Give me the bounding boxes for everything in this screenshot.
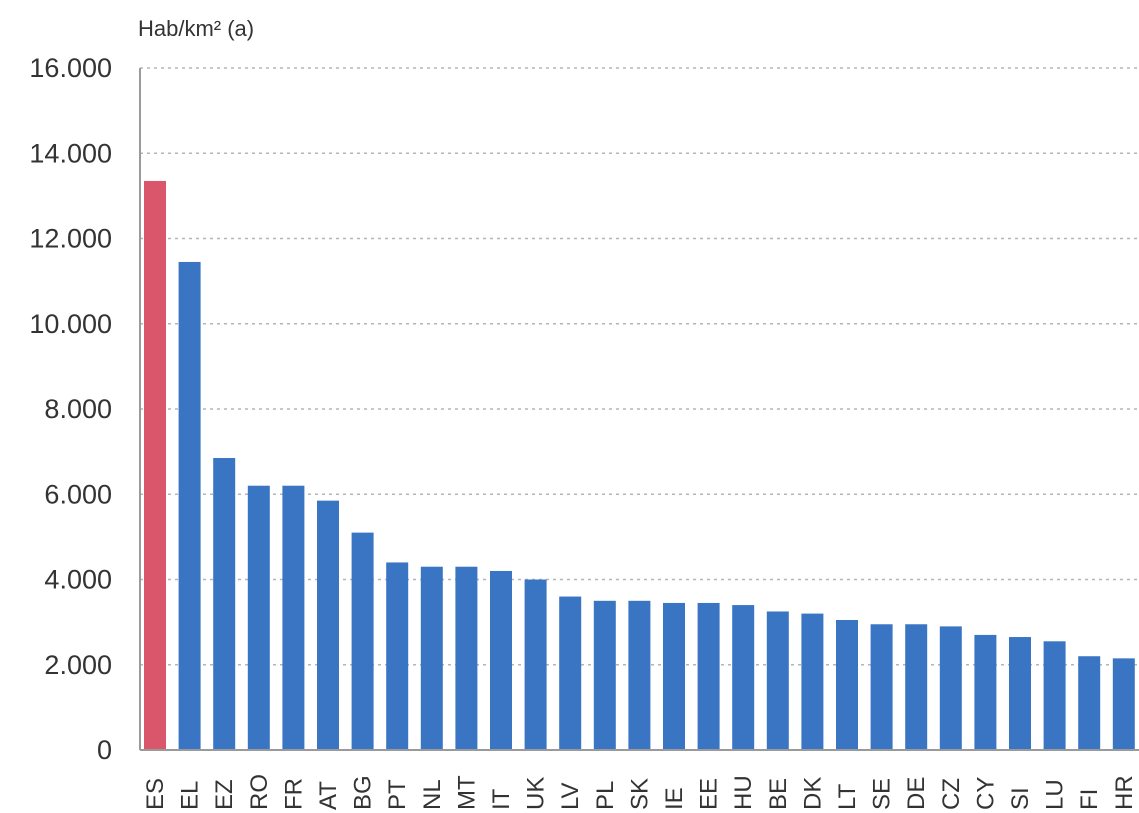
y-tick-label: 12.000 [29, 224, 112, 254]
bar-si [1009, 637, 1031, 750]
x-category-label: PT [384, 779, 411, 810]
x-category-label: EE [696, 778, 723, 810]
y-tick-label: 4.000 [44, 565, 112, 595]
bar-cz [939, 626, 962, 750]
x-category-label: BG [350, 775, 377, 810]
bar-fr [282, 485, 305, 750]
bar-bg [351, 532, 374, 750]
bar-ez [213, 458, 236, 750]
x-category-label: CZ [938, 778, 965, 810]
bar-lv [559, 596, 582, 750]
x-category-label: AT [315, 781, 342, 810]
x-category-label: SE [869, 778, 896, 810]
bar-at [317, 500, 339, 750]
bar-dk [801, 613, 824, 750]
bar-ie [663, 602, 685, 750]
x-category-label: LT [834, 783, 861, 810]
bar-lu [1043, 641, 1066, 750]
x-category-label: SI [1007, 787, 1034, 810]
x-category-label: FR [280, 778, 307, 810]
x-category-labels: ES EL EZ RO FR AT BG PT NL MT IT UK LV PL SK IE EE HU BE DK… [142, 774, 1138, 810]
x-category-label: EZ [211, 779, 238, 810]
y-tick-label: 0 [97, 735, 112, 765]
x-category-label: IT [488, 788, 515, 810]
y-tick-labels: 0 2.000 4.000 6.000 8.000 10.000 12.000 14.000 1… [29, 53, 112, 765]
bar-it [490, 570, 512, 750]
bar-hr [1112, 658, 1135, 750]
y-axis-label: Hab/km² (a) [138, 16, 254, 41]
x-category-label: EL [177, 781, 204, 810]
bar-nl [420, 566, 443, 750]
bar-pl [593, 600, 616, 750]
bar-de [905, 624, 928, 750]
x-category-label: LV [557, 782, 584, 810]
x-category-label: BE [765, 778, 792, 810]
x-category-label: IE [661, 787, 688, 810]
y-tick-label: 16.000 [29, 53, 112, 83]
bar-es [144, 180, 166, 751]
bar-be [766, 611, 789, 750]
bar-mt [455, 566, 478, 750]
x-category-label: CY [972, 777, 999, 810]
y-tick-label: 6.000 [44, 479, 112, 509]
bar-uk [524, 579, 547, 750]
bar-se [870, 624, 893, 750]
x-category-label: DE [903, 777, 930, 810]
x-category-label: MT [453, 775, 480, 810]
bar-cy [974, 634, 997, 750]
x-category-label: DK [799, 777, 826, 810]
y-tick-label: 10.000 [29, 309, 112, 339]
x-category-label: HU [730, 775, 757, 810]
bar-el [178, 261, 201, 750]
y-tick-label: 2.000 [44, 650, 112, 680]
x-category-label: ES [142, 778, 169, 810]
bar-sk [628, 600, 651, 750]
bar-ro [247, 485, 270, 750]
bar-fi [1078, 656, 1101, 750]
x-category-label: FI [1076, 789, 1103, 810]
y-tick-label: 14.000 [29, 138, 112, 168]
bar-hu [732, 605, 755, 750]
x-category-label: SK [626, 778, 653, 810]
x-category-label: NL [419, 779, 446, 810]
x-category-label: PL [592, 781, 619, 810]
bar-pt [386, 562, 409, 750]
x-category-label: UK [523, 777, 550, 810]
bar-ee [697, 602, 720, 750]
bar-lt [836, 619, 858, 750]
bars [144, 180, 1135, 751]
x-category-label: LU [1042, 779, 1069, 810]
y-tick-label: 8.000 [44, 394, 112, 424]
x-category-label: RO [246, 774, 273, 810]
x-category-label: HR [1111, 775, 1138, 810]
